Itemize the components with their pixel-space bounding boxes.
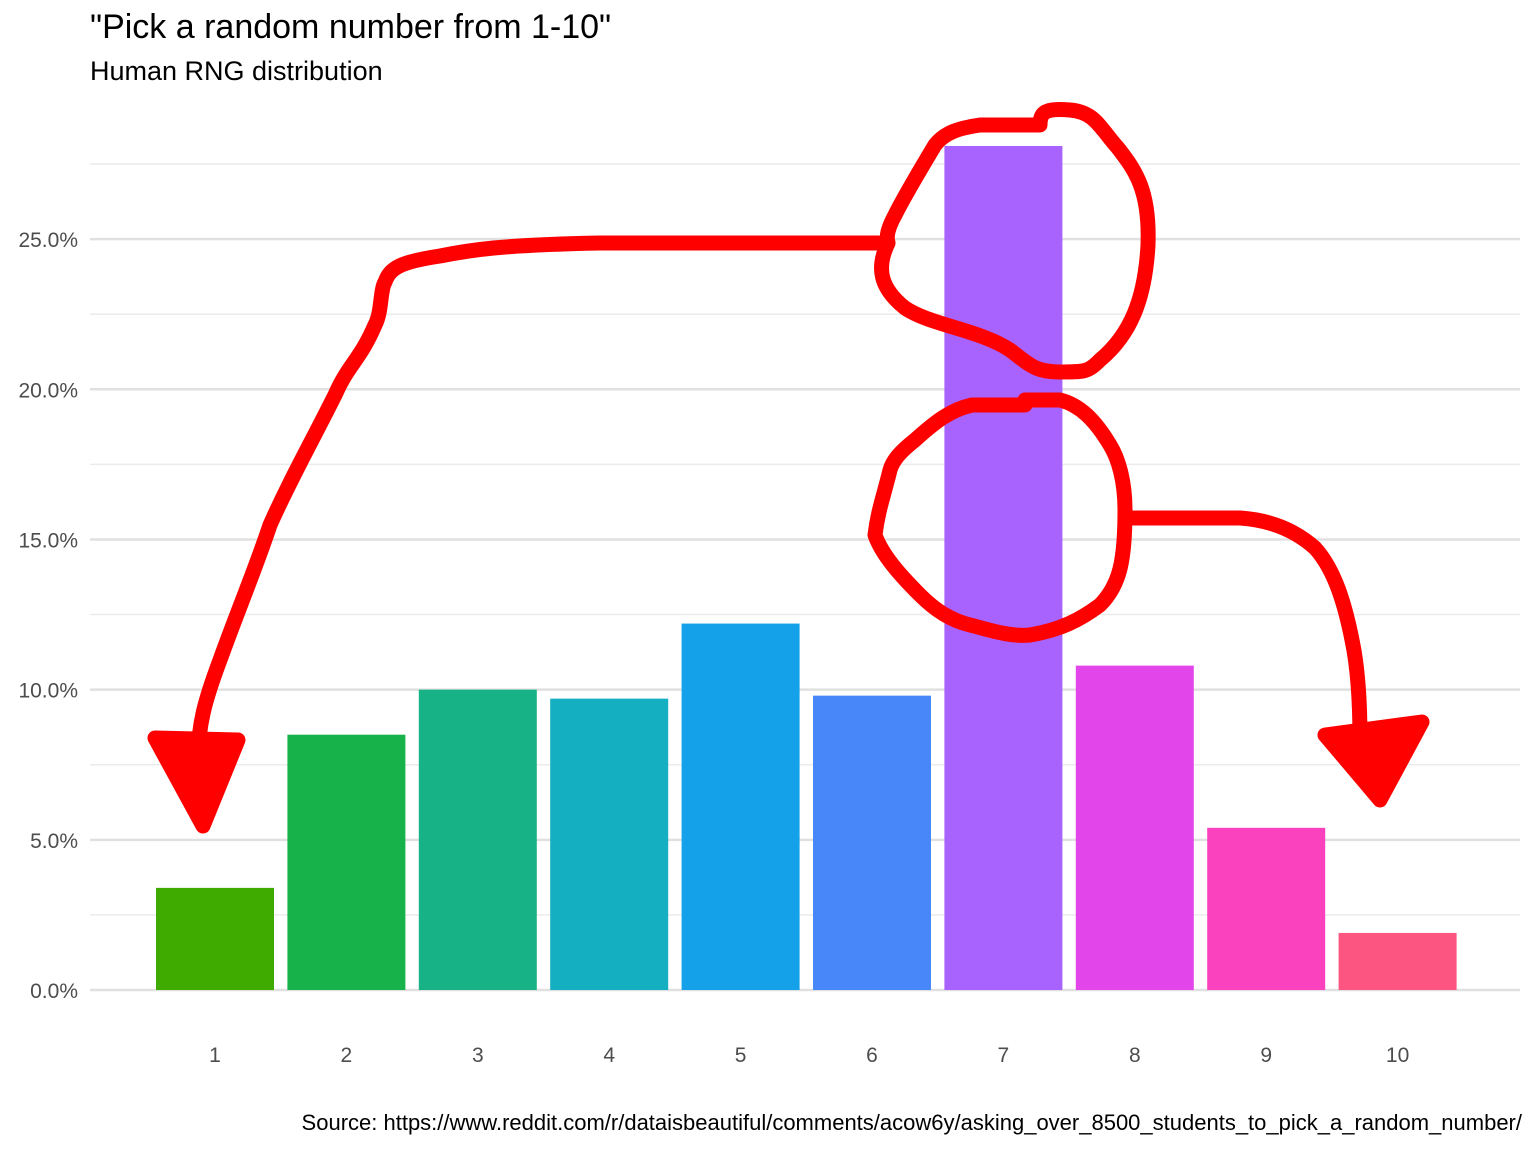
y-tick-label: 25.0% (18, 229, 78, 252)
x-tick-label: 10 (1386, 1044, 1409, 1067)
x-tick-label: 8 (1129, 1044, 1141, 1067)
bar-6 (813, 695, 931, 990)
x-axis: 1 2 3 4 5 6 7 8 9 10 (209, 1044, 1409, 1067)
chart-source-caption: Source: https://www.reddit.com/r/dataisb… (301, 1110, 1522, 1135)
x-tick-label: 6 (866, 1044, 878, 1067)
x-tick-label: 1 (209, 1044, 221, 1067)
bar-10 (1338, 932, 1457, 990)
y-tick-label: 5.0% (30, 830, 78, 853)
arrow-shaft-left (190, 235, 896, 768)
x-tick-label: 7 (998, 1044, 1010, 1067)
bar-4 (550, 698, 669, 990)
x-tick-label: 9 (1260, 1044, 1272, 1067)
bar-1 (156, 887, 274, 990)
bar-8 (1075, 665, 1194, 990)
y-tick-label: 0.0% (30, 980, 78, 1003)
arrow-shaft-right (1120, 510, 1368, 748)
y-tick-label: 15.0% (18, 529, 78, 552)
arrowhead-left (147, 730, 246, 834)
bar-7 (944, 146, 1063, 990)
y-axis: 0.0% 5.0% 10.0% 15.0% 20.0% 25.0% (18, 229, 78, 1003)
x-tick-label: 2 (341, 1044, 353, 1067)
y-tick-label: 20.0% (18, 379, 78, 402)
y-tick-label: 10.0% (18, 680, 78, 703)
chart-subtitle: Human RNG distribution (90, 56, 383, 86)
bar-2 (287, 734, 406, 990)
x-tick-label: 3 (472, 1044, 484, 1067)
x-tick-label: 4 (603, 1044, 615, 1067)
hand-drawn-annotations (147, 102, 1430, 834)
arrowhead-right (1317, 714, 1430, 808)
bar-3 (418, 689, 537, 990)
chart-title: "Pick a random number from 1-10" (90, 8, 612, 46)
circle-upper-scribble (874, 102, 1156, 380)
bars (156, 146, 1457, 990)
x-tick-label: 5 (735, 1044, 747, 1067)
bar-5 (681, 623, 800, 990)
bar-9 (1207, 827, 1326, 990)
circle-lower-scribble (867, 392, 1133, 643)
